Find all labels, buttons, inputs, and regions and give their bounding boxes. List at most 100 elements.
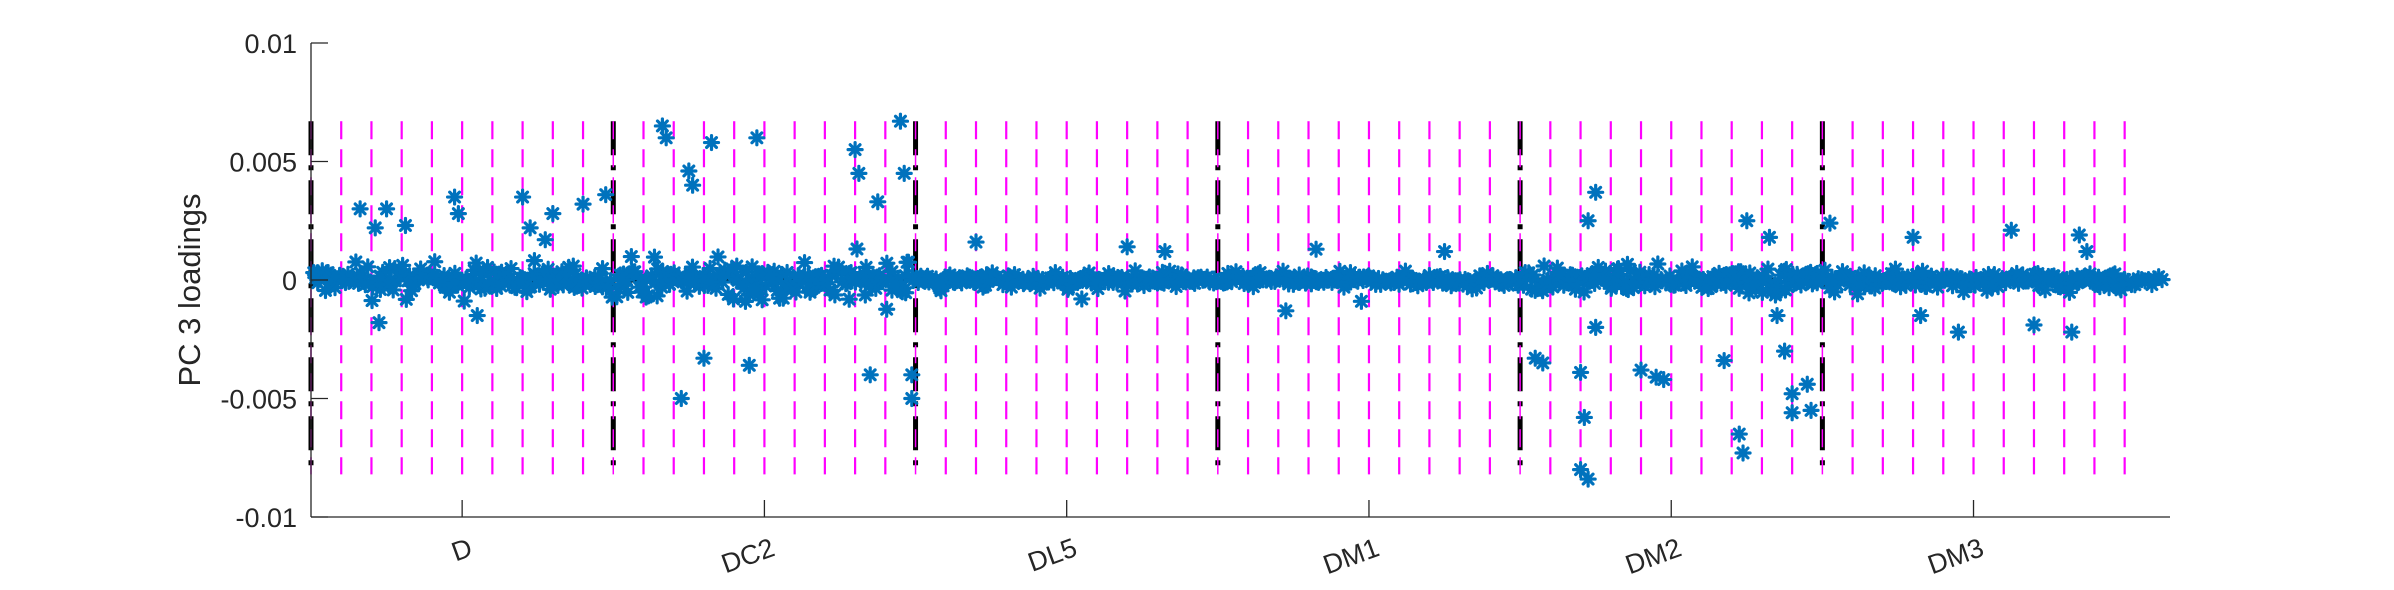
data-point [1587,183,1605,201]
data-point [748,129,766,147]
data-point-stroke [546,207,560,221]
data-point-stroke [1128,264,1142,278]
data-point-stroke [1120,240,1134,254]
data-point [895,164,913,182]
data-point [626,263,644,281]
data-point-stroke [1537,259,1551,273]
data-point-stroke [1276,264,1290,278]
data-point [366,219,384,237]
data-point-stroke [871,195,885,209]
data-point-stroke [599,188,613,202]
data-point [544,205,562,223]
data-point-stroke [755,293,769,307]
data-point-stroke [1333,264,1347,278]
data-point [1632,361,1650,379]
data-point-stroke [372,316,386,330]
data-point-stroke [1598,264,1612,278]
data-point-stroke [541,262,555,276]
data-point-stroke [596,262,610,276]
data-point [861,366,879,384]
data-point-stroke [523,221,537,235]
data-point-stroke [624,250,638,264]
data-point-stroke [848,143,862,157]
data-point [897,284,915,302]
data-point-stroke [428,255,442,269]
data-point-stroke [448,266,462,280]
data-point [1798,375,1816,393]
data-point-stroke [568,267,582,281]
data-point [878,300,896,318]
data-point-stroke [1620,257,1634,271]
data-point-stroke [1526,268,1540,282]
data-point-stroke [516,190,530,204]
data-point-stroke [880,302,894,316]
data-point [869,193,887,211]
data-point-stroke [380,202,394,216]
data-point-stroke [798,256,812,270]
data-point-stroke [893,114,907,128]
data-point [753,291,771,309]
data-points [305,112,2171,488]
data-point-stroke [686,178,700,192]
data-point [903,366,921,384]
data-point [903,389,921,408]
data-point-stroke [705,136,719,150]
data-point-stroke [1158,245,1172,259]
data-point-stroke [726,292,740,306]
data-point [840,290,858,308]
data-point [1649,255,1667,273]
data-point [370,314,388,332]
data-point-stroke [451,207,465,221]
data-point [778,263,796,282]
data-point [653,117,671,135]
data-point [1277,302,1295,320]
data-point [1156,242,1174,261]
data-point [695,349,713,367]
data-point [684,176,702,194]
data-point [394,256,412,274]
data-point-stroke [780,265,794,279]
data-point [1307,240,1325,258]
data-point-stroke [742,358,756,372]
data-point [724,290,743,308]
data-point [351,200,369,218]
data-point [1126,262,1144,280]
data-point-stroke [1591,260,1605,274]
data-point-stroke [576,197,590,211]
data-point [521,219,539,237]
data-point [593,260,612,278]
data-point [467,254,485,272]
data-point-stroke [361,260,375,274]
data-point-stroke [1685,260,1699,274]
data-point [1655,370,1673,389]
data-point [455,292,473,310]
data-point [850,164,868,182]
data-point-stroke [1253,266,1267,280]
data-point [1775,342,1794,360]
data-point-stroke [850,242,864,256]
data-point-stroke [859,260,873,274]
data-point-stroke [1309,242,1323,256]
data-point-stroke [1438,245,1452,259]
data-point [967,233,985,251]
data-point [680,162,698,180]
data-point-stroke [448,190,462,204]
data-point-stroke [1279,304,1293,318]
data-point-stroke [969,235,983,249]
data-point [597,186,615,204]
data-point-stroke [711,250,725,264]
data-point [672,389,690,408]
data-point [619,283,637,301]
data-point [1802,401,1820,419]
data-point [1575,408,1593,427]
data-point-stroke [470,309,484,323]
data-point [1571,363,1590,382]
data-point [1783,404,1801,422]
data-point [513,188,532,206]
data-point [856,286,874,304]
data-point [645,248,664,266]
data-point [377,200,396,218]
data-point-stroke [398,218,412,232]
data-point-stroke [682,164,696,178]
